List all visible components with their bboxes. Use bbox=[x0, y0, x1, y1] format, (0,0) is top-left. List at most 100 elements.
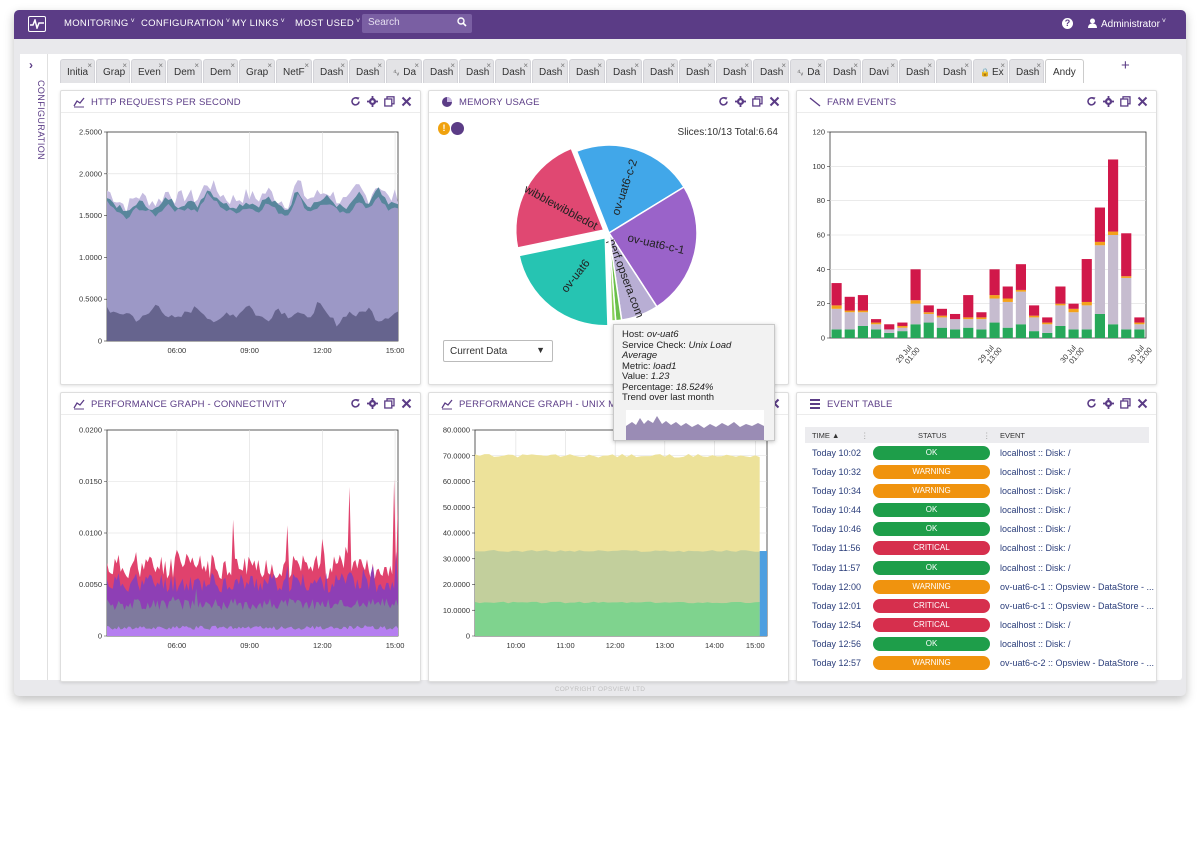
close-tab-icon[interactable]: × bbox=[744, 61, 749, 70]
table-row[interactable]: Today 12:57 WARNING ov-uat6-c-2 :: Opsview… bbox=[805, 653, 1154, 672]
table-row[interactable]: Today 10:46 OK localhost :: Disk: / bbox=[805, 519, 1149, 538]
tab-15[interactable]: Dash × bbox=[606, 59, 642, 83]
close-tab-icon[interactable]: × bbox=[853, 61, 858, 70]
close-tab-icon[interactable]: × bbox=[414, 61, 419, 70]
close-tab-icon[interactable]: × bbox=[267, 61, 272, 70]
clone-icon[interactable] bbox=[752, 96, 763, 107]
close-tab-icon[interactable]: × bbox=[194, 61, 199, 70]
nav-most-used[interactable]: MOST USED ˅ bbox=[295, 18, 361, 29]
tab-19[interactable]: Dash × bbox=[753, 59, 789, 83]
close-tab-icon[interactable]: × bbox=[707, 61, 712, 70]
add-tab-button[interactable]: + bbox=[1121, 57, 1130, 74]
clone-icon[interactable] bbox=[384, 398, 395, 409]
tab-11[interactable]: Dash × bbox=[459, 59, 494, 83]
tab-6[interactable]: NetF × bbox=[276, 59, 312, 83]
clone-icon[interactable] bbox=[1120, 398, 1131, 409]
nav-configuration[interactable]: CONFIGURATION ˅ bbox=[141, 18, 231, 29]
close-tab-icon[interactable]: × bbox=[87, 61, 92, 70]
refresh-icon[interactable] bbox=[718, 96, 729, 107]
close-tab-icon[interactable]: × bbox=[450, 61, 455, 70]
column-time[interactable]: TIME ▲ bbox=[812, 431, 840, 440]
nav-my-links[interactable]: MY LINKS ˅ bbox=[232, 18, 285, 29]
column-event[interactable]: EVENT bbox=[1000, 431, 1026, 440]
close-tab-icon[interactable]: × bbox=[634, 61, 639, 70]
close-icon[interactable] bbox=[1137, 96, 1148, 107]
tab-8[interactable]: Dash × bbox=[349, 59, 385, 83]
gear-icon[interactable] bbox=[735, 96, 746, 107]
tab-18[interactable]: Dash × bbox=[716, 59, 752, 83]
close-tab-icon[interactable]: × bbox=[670, 61, 675, 70]
tab-10[interactable]: Dash × bbox=[423, 59, 458, 83]
tab-4[interactable]: Dem × bbox=[203, 59, 238, 83]
list-icon[interactable] bbox=[451, 122, 464, 135]
close-tab-icon[interactable]: × bbox=[781, 61, 786, 70]
refresh-icon[interactable] bbox=[1086, 96, 1097, 107]
tab-0[interactable]: Initia × bbox=[60, 59, 95, 83]
data-select-dropdown[interactable]: Current Data ▼ bbox=[443, 340, 553, 362]
close-icon[interactable] bbox=[401, 398, 412, 409]
tab-13[interactable]: Dash × bbox=[532, 59, 568, 83]
close-tab-icon[interactable]: × bbox=[927, 61, 932, 70]
close-tab-icon[interactable]: × bbox=[340, 61, 345, 70]
tab-17[interactable]: Dash × bbox=[679, 59, 715, 83]
chevron-right-icon[interactable]: › bbox=[29, 58, 33, 72]
warning-icon[interactable]: ! bbox=[438, 122, 450, 135]
gear-icon[interactable] bbox=[367, 398, 378, 409]
table-row[interactable]: Today 12:56 OK localhost :: Disk: / bbox=[805, 634, 1149, 653]
close-tab-icon[interactable]: × bbox=[1036, 61, 1041, 70]
tab-25[interactable]: 🔒 Ex × bbox=[973, 59, 1008, 83]
refresh-icon[interactable] bbox=[350, 398, 361, 409]
gear-icon[interactable] bbox=[367, 96, 378, 107]
tab-12[interactable]: Dash × bbox=[495, 59, 531, 83]
search-input[interactable]: Search bbox=[362, 14, 472, 33]
clone-icon[interactable] bbox=[384, 96, 395, 107]
table-row[interactable]: Today 10:44 OK localhost :: Disk: / bbox=[805, 500, 1149, 519]
configuration-sidebar[interactable]: › CONFIGURATION bbox=[20, 54, 48, 680]
close-tab-icon[interactable]: × bbox=[486, 61, 491, 70]
tab-26[interactable]: Dash × bbox=[1009, 59, 1044, 83]
refresh-icon[interactable] bbox=[350, 96, 361, 107]
tab-5[interactable]: Grap × bbox=[239, 59, 275, 83]
close-tab-icon[interactable]: × bbox=[523, 61, 528, 70]
close-tab-icon[interactable]: × bbox=[230, 61, 235, 70]
close-tab-icon[interactable]: × bbox=[304, 61, 309, 70]
close-icon[interactable] bbox=[769, 96, 780, 107]
refresh-icon[interactable] bbox=[1086, 398, 1097, 409]
close-tab-icon[interactable]: × bbox=[1000, 61, 1005, 70]
tab-24[interactable]: Dash × bbox=[936, 59, 972, 83]
close-tab-icon[interactable]: × bbox=[890, 61, 895, 70]
close-tab-icon[interactable]: × bbox=[964, 61, 969, 70]
gear-icon[interactable] bbox=[1103, 96, 1114, 107]
table-row[interactable]: Today 11:57 OK localhost :: Disk: / bbox=[805, 558, 1149, 577]
tab-1[interactable]: Grap × bbox=[96, 59, 130, 83]
table-row[interactable]: Today 12:01 CRITICAL ov-uat6-c-1 :: Opsvie… bbox=[805, 596, 1154, 615]
close-tab-icon[interactable]: × bbox=[377, 61, 382, 70]
tab-2[interactable]: Even × bbox=[131, 59, 166, 83]
close-tab-icon[interactable]: × bbox=[817, 61, 822, 70]
tab-27[interactable]: Andy bbox=[1045, 59, 1084, 83]
close-icon[interactable] bbox=[401, 96, 412, 107]
table-row[interactable]: Today 10:32 WARNING localhost :: Disk: / bbox=[805, 462, 1149, 481]
close-tab-icon[interactable]: × bbox=[560, 61, 565, 70]
table-row[interactable]: Today 11:56 CRITICAL localhost :: Disk: / bbox=[805, 538, 1149, 557]
close-tab-icon[interactable]: × bbox=[158, 61, 163, 70]
close-tab-icon[interactable]: × bbox=[122, 61, 127, 70]
close-tab-icon[interactable]: × bbox=[597, 61, 602, 70]
help-icon[interactable]: ? bbox=[1062, 18, 1073, 29]
search-icon[interactable] bbox=[457, 17, 467, 30]
close-icon[interactable] bbox=[1137, 398, 1148, 409]
user-menu[interactable]: Administrator ˅ bbox=[1088, 18, 1166, 31]
clone-icon[interactable] bbox=[1120, 96, 1131, 107]
table-row[interactable]: Today 10:34 WARNING localhost :: Disk: / bbox=[805, 481, 1149, 500]
tab-21[interactable]: Dash × bbox=[826, 59, 861, 83]
column-status[interactable]: STATUS bbox=[918, 431, 947, 440]
tab-7[interactable]: Dash × bbox=[313, 59, 348, 83]
nav-monitoring[interactable]: MONITORING ˅ bbox=[64, 18, 135, 29]
gear-icon[interactable] bbox=[1103, 398, 1114, 409]
table-row[interactable]: Today 12:00 WARNING ov-uat6-c-1 :: Opsview… bbox=[805, 577, 1154, 596]
tab-16[interactable]: Dash × bbox=[643, 59, 678, 83]
tab-14[interactable]: Dash × bbox=[569, 59, 605, 83]
tab-3[interactable]: Dem × bbox=[167, 59, 202, 83]
table-row[interactable]: Today 10:02 OK localhost :: Disk: / bbox=[805, 443, 1149, 462]
table-row[interactable]: Today 12:54 CRITICAL localhost :: Disk: / bbox=[805, 615, 1149, 634]
